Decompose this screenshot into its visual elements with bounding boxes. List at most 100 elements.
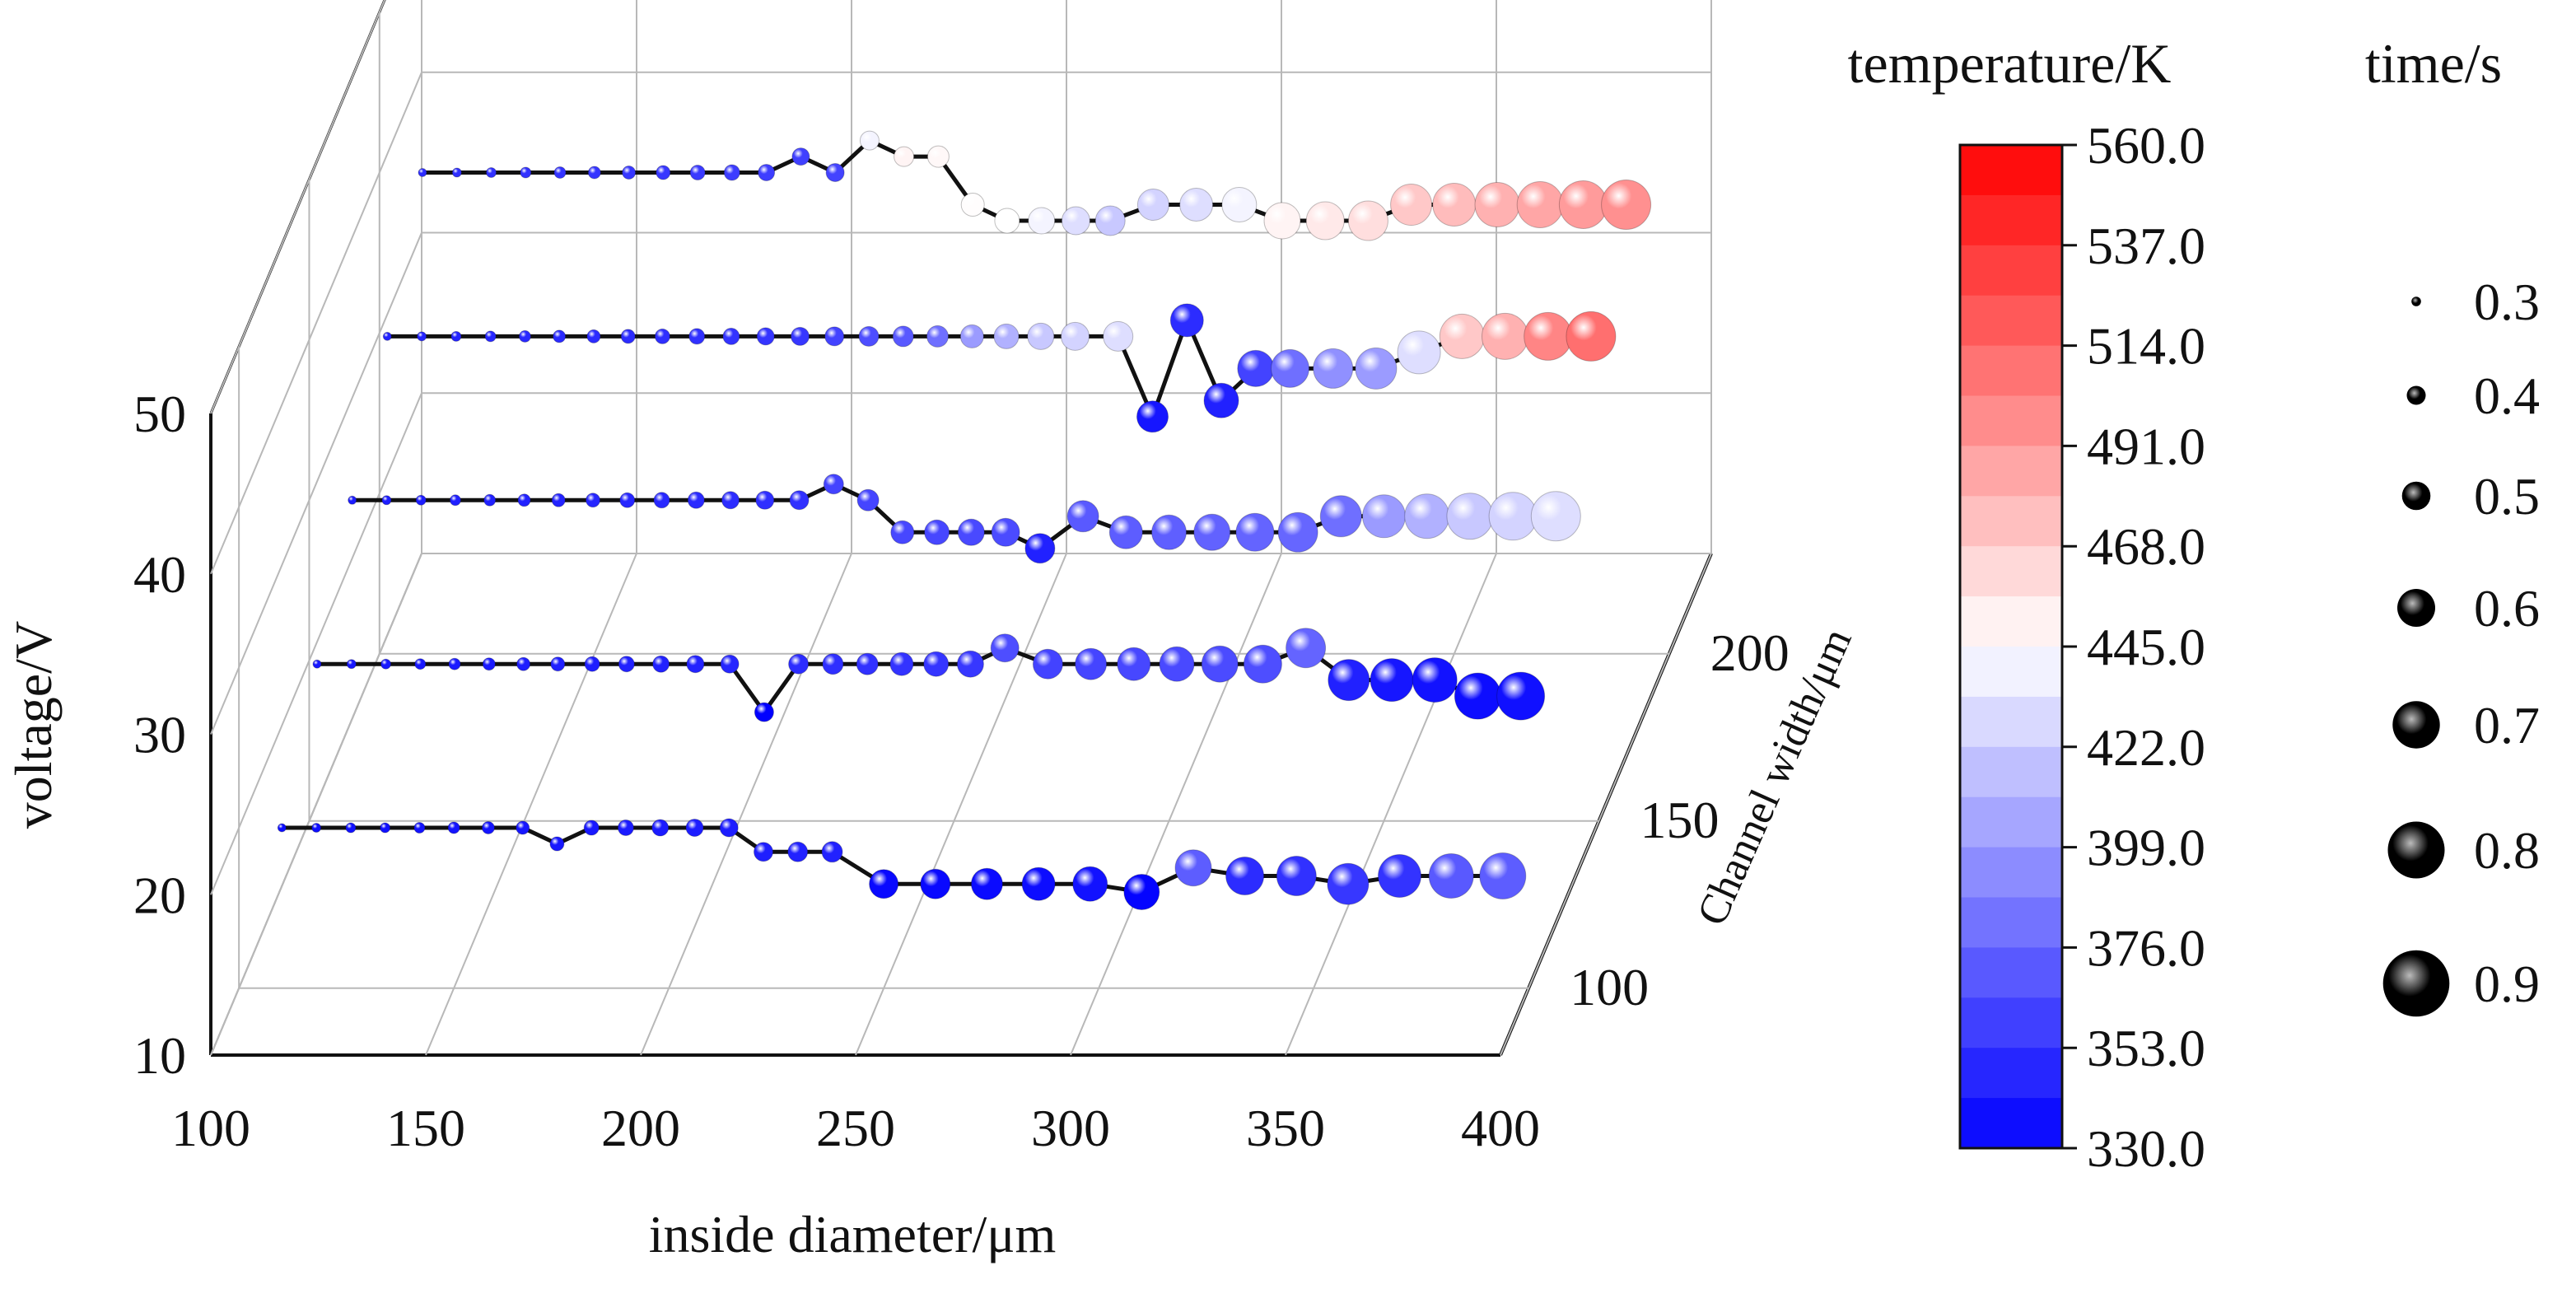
data-point bbox=[1488, 492, 1538, 541]
data-point bbox=[619, 492, 636, 508]
colorbar-segment bbox=[1960, 395, 2062, 446]
data-point bbox=[1136, 400, 1169, 433]
data-point bbox=[651, 819, 670, 837]
data-point bbox=[993, 323, 1020, 349]
data-point bbox=[856, 652, 879, 675]
size-legend-label: 0.4 bbox=[2474, 367, 2540, 425]
data-point bbox=[586, 493, 600, 508]
data-point bbox=[656, 165, 671, 180]
data-point bbox=[926, 145, 950, 168]
data-point bbox=[1496, 671, 1546, 721]
data-point bbox=[754, 702, 774, 722]
grid-line-x-floor bbox=[640, 553, 852, 1056]
data-point bbox=[688, 328, 706, 345]
data-point bbox=[1378, 854, 1421, 898]
data-point bbox=[959, 324, 984, 348]
data-point bbox=[1454, 672, 1501, 720]
data-point bbox=[583, 820, 600, 836]
data-point bbox=[447, 821, 460, 834]
data-point bbox=[1117, 647, 1151, 681]
data-point bbox=[1225, 857, 1265, 895]
z-tick-label: 10 bbox=[133, 1026, 186, 1085]
data-point bbox=[1286, 628, 1327, 669]
grid-line-x-floor bbox=[1070, 553, 1282, 1056]
colorbar-segment bbox=[1960, 245, 2062, 297]
data-point bbox=[1123, 874, 1160, 910]
data-point bbox=[517, 493, 531, 507]
colorbar-tick-label: 353.0 bbox=[2087, 1019, 2205, 1077]
data-point bbox=[1263, 202, 1301, 240]
data-point bbox=[448, 657, 461, 670]
data-point bbox=[685, 819, 704, 837]
colorbar-segment bbox=[1960, 997, 2062, 1048]
data-point bbox=[1446, 493, 1494, 540]
data-point bbox=[1479, 852, 1527, 899]
size-legend-label: 0.8 bbox=[2474, 821, 2540, 880]
series-layer bbox=[277, 130, 1652, 910]
series-line bbox=[387, 315, 1591, 423]
data-point bbox=[622, 166, 637, 180]
colorbar-segment bbox=[1960, 1098, 2062, 1149]
data-point bbox=[1404, 493, 1450, 539]
data-point bbox=[920, 868, 951, 899]
data-point bbox=[345, 822, 357, 834]
data-point bbox=[1524, 311, 1573, 361]
data-point bbox=[924, 519, 950, 545]
data-point bbox=[1061, 321, 1090, 351]
x-tick-label: 300 bbox=[1031, 1099, 1110, 1157]
x-tick-label: 350 bbox=[1246, 1099, 1325, 1157]
size-legend-marker bbox=[2406, 385, 2426, 405]
size-legend-marker bbox=[2382, 950, 2450, 1017]
data-point bbox=[1558, 180, 1608, 229]
side-top-edge bbox=[209, 0, 386, 414]
data-point bbox=[449, 494, 461, 507]
data-point bbox=[584, 656, 600, 672]
data-point bbox=[587, 166, 601, 180]
data-point bbox=[1327, 862, 1370, 905]
y-tick-label: 150 bbox=[1640, 791, 1719, 849]
grid-line-z-side bbox=[210, 392, 422, 895]
data-point bbox=[518, 329, 531, 343]
data-point bbox=[890, 520, 915, 544]
size-legend-label: 0.6 bbox=[2474, 579, 2540, 637]
colorbar-tick-label: 445.0 bbox=[2087, 618, 2205, 676]
data-point bbox=[787, 841, 809, 862]
data-point bbox=[586, 329, 601, 343]
grid-line-x-floor bbox=[1285, 553, 1497, 1056]
data-point bbox=[1397, 330, 1441, 375]
data-point bbox=[719, 818, 739, 838]
data-point bbox=[520, 166, 532, 179]
data-point bbox=[923, 651, 950, 677]
grid-line-x-floor bbox=[855, 553, 1067, 1056]
data-point bbox=[1412, 657, 1458, 703]
data-point bbox=[1061, 206, 1090, 236]
data-point bbox=[960, 193, 985, 217]
data-point bbox=[1347, 200, 1388, 241]
z-tick-label: 20 bbox=[133, 866, 186, 924]
data-point bbox=[1305, 201, 1345, 241]
x-tick-label: 200 bbox=[601, 1099, 680, 1157]
size-legend-label: 0.5 bbox=[2474, 467, 2540, 525]
data-point bbox=[821, 841, 843, 863]
data-point bbox=[1193, 513, 1231, 551]
grid-line-z-side bbox=[210, 553, 422, 1056]
data-point bbox=[312, 659, 322, 669]
data-point bbox=[553, 166, 567, 179]
data-point bbox=[1221, 187, 1258, 222]
grid-line-z-side bbox=[210, 72, 422, 575]
colorbar-segment bbox=[1960, 696, 2062, 748]
y-tick-label: 100 bbox=[1570, 958, 1649, 1016]
data-point bbox=[1075, 647, 1108, 680]
data-point bbox=[451, 167, 462, 178]
colorbar-segment bbox=[1960, 746, 2062, 798]
data-point bbox=[994, 208, 1020, 234]
size-legend-label: 0.9 bbox=[2474, 955, 2540, 1013]
data-point bbox=[1271, 348, 1309, 388]
size-legend: time/s 0.3 0.4 0.5 0.6 0.7 0.8 0.9 bbox=[2365, 32, 2540, 1017]
data-point bbox=[1313, 348, 1354, 389]
data-point bbox=[957, 518, 985, 546]
z-tick-label: 30 bbox=[133, 706, 186, 764]
size-legend-marker bbox=[2392, 701, 2440, 749]
size-legend-marker bbox=[2401, 481, 2431, 511]
data-point bbox=[1151, 514, 1187, 550]
